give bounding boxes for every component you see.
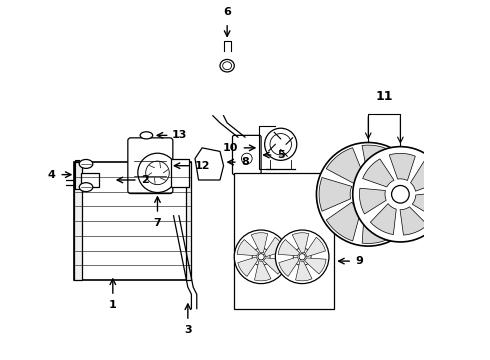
Polygon shape — [279, 257, 299, 276]
FancyBboxPatch shape — [232, 135, 261, 175]
Circle shape — [242, 153, 252, 164]
Polygon shape — [81, 173, 98, 187]
Polygon shape — [263, 258, 285, 274]
Text: 4: 4 — [48, 170, 56, 180]
Polygon shape — [237, 239, 259, 256]
Circle shape — [293, 248, 311, 266]
Polygon shape — [389, 153, 416, 181]
Text: 1: 1 — [109, 300, 117, 310]
Polygon shape — [304, 258, 326, 274]
Circle shape — [252, 248, 270, 266]
Polygon shape — [412, 192, 441, 217]
Polygon shape — [278, 239, 300, 256]
Polygon shape — [400, 207, 428, 235]
Ellipse shape — [222, 62, 232, 69]
Polygon shape — [363, 159, 394, 187]
Circle shape — [275, 230, 329, 284]
Text: 13: 13 — [172, 130, 187, 140]
Polygon shape — [326, 202, 361, 241]
Polygon shape — [370, 204, 396, 235]
Polygon shape — [382, 159, 417, 194]
Ellipse shape — [79, 159, 93, 168]
Polygon shape — [380, 198, 417, 230]
Circle shape — [265, 128, 297, 160]
Circle shape — [270, 134, 292, 155]
Text: 9: 9 — [356, 256, 364, 266]
Polygon shape — [292, 233, 309, 253]
Circle shape — [258, 254, 264, 260]
Ellipse shape — [140, 132, 153, 139]
Text: 8: 8 — [242, 157, 249, 167]
Circle shape — [317, 143, 420, 246]
Polygon shape — [305, 237, 325, 257]
Ellipse shape — [79, 183, 93, 192]
Text: 11: 11 — [375, 90, 393, 103]
Polygon shape — [362, 145, 395, 180]
Circle shape — [392, 185, 409, 203]
Polygon shape — [264, 237, 285, 257]
Text: 6: 6 — [223, 8, 231, 18]
Polygon shape — [251, 233, 268, 253]
Text: 7: 7 — [153, 217, 161, 228]
Polygon shape — [254, 261, 271, 281]
Polygon shape — [319, 177, 352, 211]
Bar — [74, 162, 192, 280]
Circle shape — [358, 184, 379, 204]
Circle shape — [299, 254, 305, 260]
Circle shape — [353, 147, 448, 242]
Text: 3: 3 — [184, 325, 192, 335]
Polygon shape — [362, 210, 395, 243]
Circle shape — [138, 153, 177, 193]
Text: 5: 5 — [277, 150, 285, 160]
Polygon shape — [171, 158, 189, 187]
Polygon shape — [195, 148, 223, 180]
Bar — [74, 162, 82, 280]
FancyBboxPatch shape — [128, 138, 173, 194]
Circle shape — [234, 230, 288, 284]
Bar — [186, 162, 192, 280]
Polygon shape — [326, 148, 364, 183]
Polygon shape — [295, 261, 312, 281]
Polygon shape — [238, 257, 258, 276]
Ellipse shape — [220, 59, 234, 72]
Bar — [234, 173, 334, 309]
Text: 12: 12 — [195, 161, 211, 171]
Text: 2: 2 — [142, 175, 149, 185]
Circle shape — [146, 161, 169, 185]
Polygon shape — [411, 161, 440, 191]
Circle shape — [363, 189, 373, 199]
Text: 10: 10 — [222, 143, 238, 153]
Polygon shape — [360, 188, 386, 214]
